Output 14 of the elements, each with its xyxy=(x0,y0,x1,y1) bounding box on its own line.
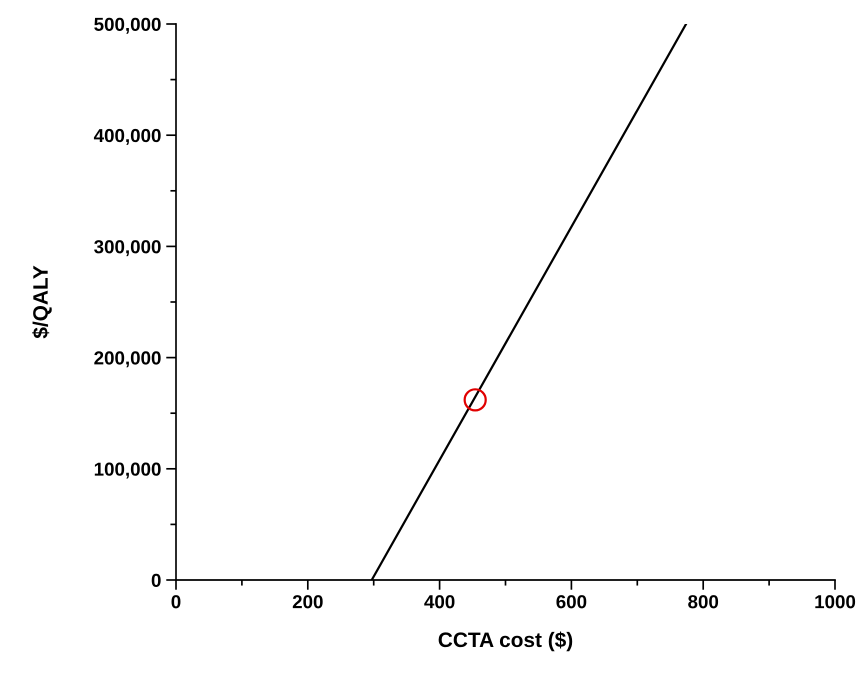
y-tick-label: 400,000 xyxy=(94,128,161,145)
y-axis-title: $/QALY xyxy=(32,266,52,338)
y-tick-label: 200,000 xyxy=(94,351,161,368)
y-tick-label: 300,000 xyxy=(94,240,161,256)
x-tick-label: 400 xyxy=(424,595,454,608)
y-tick-label: 0 xyxy=(152,574,161,587)
x-tick-label: 600 xyxy=(556,595,586,608)
x-axis-title: CCTA cost ($) xyxy=(438,632,572,652)
x-tick-label: 800 xyxy=(688,595,718,608)
x-tick-label: 200 xyxy=(292,595,323,608)
y-tick-label: 500,000 xyxy=(94,18,161,34)
x-tick-label: 1000 xyxy=(815,595,856,608)
y-tick-label: 100,000 xyxy=(94,462,161,478)
x-tick-label: 0 xyxy=(172,595,180,608)
